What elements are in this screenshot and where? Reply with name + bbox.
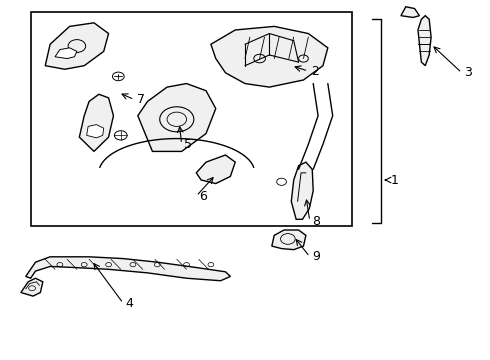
Text: 5: 5: [184, 138, 192, 151]
Text: 4: 4: [125, 297, 133, 310]
Polygon shape: [87, 125, 104, 138]
Polygon shape: [272, 230, 306, 249]
Text: 6: 6: [199, 190, 207, 203]
Polygon shape: [418, 16, 431, 66]
Text: 9: 9: [312, 250, 320, 263]
Polygon shape: [45, 23, 109, 69]
Polygon shape: [401, 7, 419, 18]
Polygon shape: [196, 155, 235, 184]
Text: 3: 3: [464, 66, 472, 79]
Text: 8: 8: [312, 215, 320, 228]
Polygon shape: [138, 84, 216, 152]
Text: 7: 7: [137, 93, 145, 106]
Polygon shape: [26, 257, 230, 281]
Polygon shape: [55, 48, 77, 59]
Polygon shape: [211, 26, 328, 87]
Text: 2: 2: [311, 64, 319, 77]
Polygon shape: [21, 278, 43, 296]
Polygon shape: [291, 162, 313, 219]
Polygon shape: [79, 94, 114, 152]
Text: 1: 1: [391, 174, 399, 186]
Bar: [30, 12, 352, 226]
